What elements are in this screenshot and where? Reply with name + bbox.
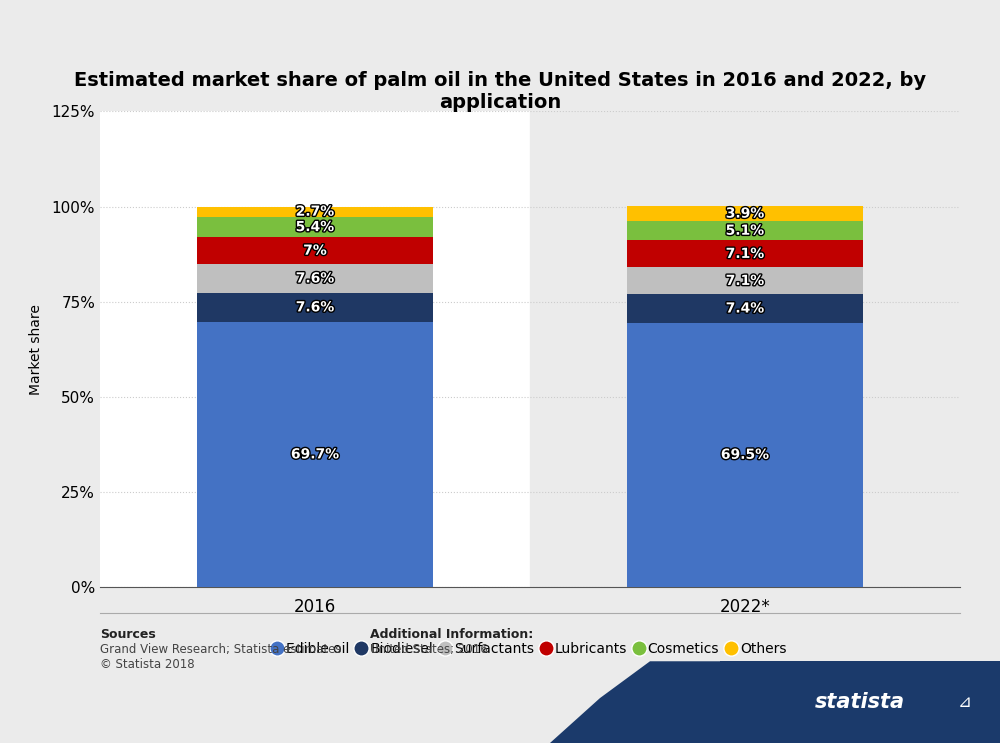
Bar bbox=[627, 294, 863, 322]
Text: 2.7%: 2.7% bbox=[296, 204, 334, 218]
Bar bbox=[720, 661, 1000, 743]
Text: statista: statista bbox=[815, 692, 905, 712]
Bar bbox=[627, 267, 863, 294]
Bar bbox=[197, 237, 433, 264]
Bar bbox=[197, 293, 433, 322]
Text: ⊿: ⊿ bbox=[958, 693, 972, 711]
Text: 7%: 7% bbox=[303, 244, 327, 258]
Text: 5.4%: 5.4% bbox=[296, 220, 334, 234]
Bar bbox=[627, 206, 863, 221]
Text: Sources: Sources bbox=[100, 628, 156, 640]
Polygon shape bbox=[0, 661, 1000, 743]
Bar bbox=[627, 221, 863, 241]
Text: Grand View Research; Statista estimates: Grand View Research; Statista estimates bbox=[100, 643, 342, 655]
Bar bbox=[627, 241, 863, 267]
Bar bbox=[627, 322, 863, 587]
Text: 7.6%: 7.6% bbox=[296, 271, 334, 285]
Bar bbox=[197, 264, 433, 293]
Bar bbox=[530, 111, 960, 587]
Bar bbox=[197, 322, 433, 587]
Text: 7.1%: 7.1% bbox=[726, 274, 764, 288]
Text: 7.4%: 7.4% bbox=[726, 302, 764, 316]
Bar bbox=[197, 207, 433, 217]
Text: Additional Information:: Additional Information: bbox=[370, 628, 533, 640]
Text: 7.6%: 7.6% bbox=[296, 300, 334, 314]
Text: 69.5%: 69.5% bbox=[721, 448, 769, 462]
Y-axis label: Market share: Market share bbox=[29, 304, 43, 395]
Legend: Edible oil, Biodiesel, Surfactants, Lubricants, Cosmetics, Others: Edible oil, Biodiesel, Surfactants, Lubr… bbox=[268, 637, 792, 662]
Text: 7.1%: 7.1% bbox=[726, 247, 764, 261]
Text: United States; 2016: United States; 2016 bbox=[370, 643, 488, 655]
Text: © Statista 2018: © Statista 2018 bbox=[100, 658, 195, 670]
Text: 3.9%: 3.9% bbox=[726, 207, 764, 221]
Bar bbox=[197, 217, 433, 237]
Bar bbox=[100, 111, 530, 587]
Text: 69.7%: 69.7% bbox=[291, 447, 339, 461]
Text: Estimated market share of palm oil in the United States in 2016 and 2022, by
app: Estimated market share of palm oil in th… bbox=[74, 71, 926, 111]
Text: 5.1%: 5.1% bbox=[726, 224, 764, 238]
